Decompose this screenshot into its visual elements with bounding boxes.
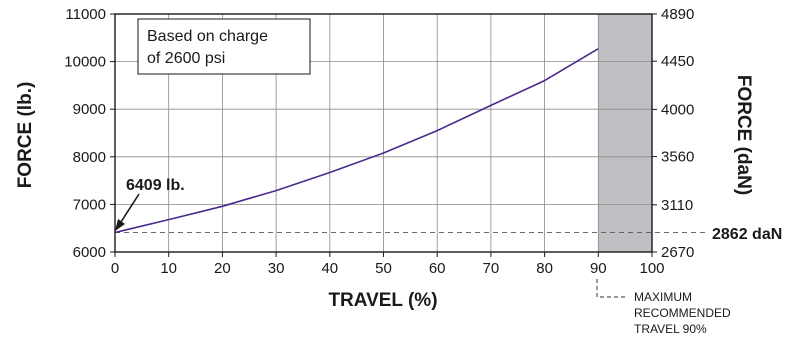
start-force-label: 6409 lb. (126, 177, 185, 194)
start-force-arrow-shaft (118, 193, 140, 226)
y-tick-label: 11000 (65, 6, 106, 23)
max-travel-shaded-region (598, 14, 652, 252)
x-tick-label: 10 (160, 260, 177, 277)
x-tick-label: 50 (375, 260, 392, 277)
y-axis-title: FORCE (lb.) (15, 82, 36, 189)
y-tick-label: 6000 (73, 244, 106, 261)
tick-label-layer: 0 10 20 30 40 50 60 70 80 90 100 6000 7000 8000 9000 10… (64, 6, 694, 277)
x-tick-label: 60 (429, 260, 446, 277)
start-force-arrow-head (115, 219, 125, 231)
max-travel-note-line-2: RECOMMENDED (634, 306, 731, 320)
y2-tick-label: 4890 (661, 6, 694, 23)
charge-note-line-2: of 2600 psi (147, 50, 225, 67)
max-travel-leader (596, 279, 628, 298)
reference-line-label: 2862 daN (712, 226, 782, 243)
y2-tick-label: 4450 (661, 53, 694, 70)
max-travel-note-line-1: MAXIMUM (634, 290, 692, 304)
y-tick-label: 10000 (64, 54, 106, 71)
x-tick-label: 20 (214, 260, 231, 277)
frame-layer (110, 13, 657, 257)
x-tick-label: 30 (268, 260, 285, 277)
y2-tick-label: 3110 (661, 197, 693, 214)
max-travel-note-line-3: TRAVEL 90% (634, 322, 707, 336)
x-tick-label: 100 (639, 260, 664, 277)
x-axis-title: TRAVEL (%) (328, 290, 437, 311)
y2-tick-label: 2670 (661, 244, 694, 261)
y-tick-label: 9000 (73, 101, 106, 118)
x-tick-label: 80 (536, 260, 553, 277)
x-tick-label: 70 (483, 260, 500, 277)
y-tick-label: 7000 (73, 196, 106, 213)
y2-tick-label: 3560 (661, 149, 694, 166)
series-layer (114, 48, 599, 234)
charge-note-box (137, 18, 311, 75)
y2-axis-title: FORCE (daN) (733, 75, 754, 195)
force-curve-line (114, 48, 599, 234)
y2-tick-label: 4000 (661, 101, 694, 118)
x-tick-label: 40 (321, 260, 338, 277)
x-tick-label: 0 (111, 260, 119, 277)
x-tick-label: 90 (590, 260, 607, 277)
y-tick-label: 8000 (73, 149, 106, 166)
charge-note-line-1: Based on charge (147, 28, 268, 45)
shade-layer (598, 14, 652, 252)
